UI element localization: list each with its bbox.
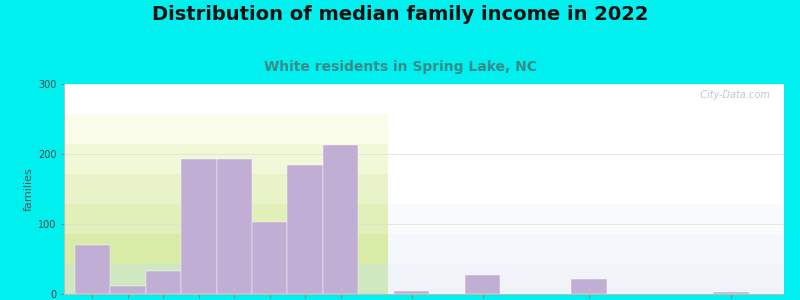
Bar [110,286,146,294]
Text: City-Data.com: City-Data.com [694,90,770,100]
Bar [74,245,110,294]
Bar [388,204,784,234]
Text: White residents in Spring Lake, NC: White residents in Spring Lake, NC [263,60,537,74]
Bar [571,279,606,294]
Bar [252,222,287,294]
Bar [388,84,784,114]
Bar [64,114,388,144]
Bar [388,144,784,174]
Bar [287,164,323,294]
Bar [713,292,749,294]
Bar [64,174,388,204]
Bar [64,84,388,114]
Bar [146,271,181,294]
Bar [388,234,784,264]
Bar [388,114,784,144]
Bar [323,145,358,294]
Y-axis label: families: families [24,167,34,211]
Bar [217,159,252,294]
Bar [394,290,430,294]
Bar [388,264,784,294]
Bar [388,174,784,204]
Bar [181,159,217,294]
Bar [64,144,388,174]
Bar [465,275,500,294]
Bar [64,234,388,264]
Bar [64,264,388,294]
Text: Distribution of median family income in 2022: Distribution of median family income in … [152,4,648,23]
Bar [64,204,388,234]
